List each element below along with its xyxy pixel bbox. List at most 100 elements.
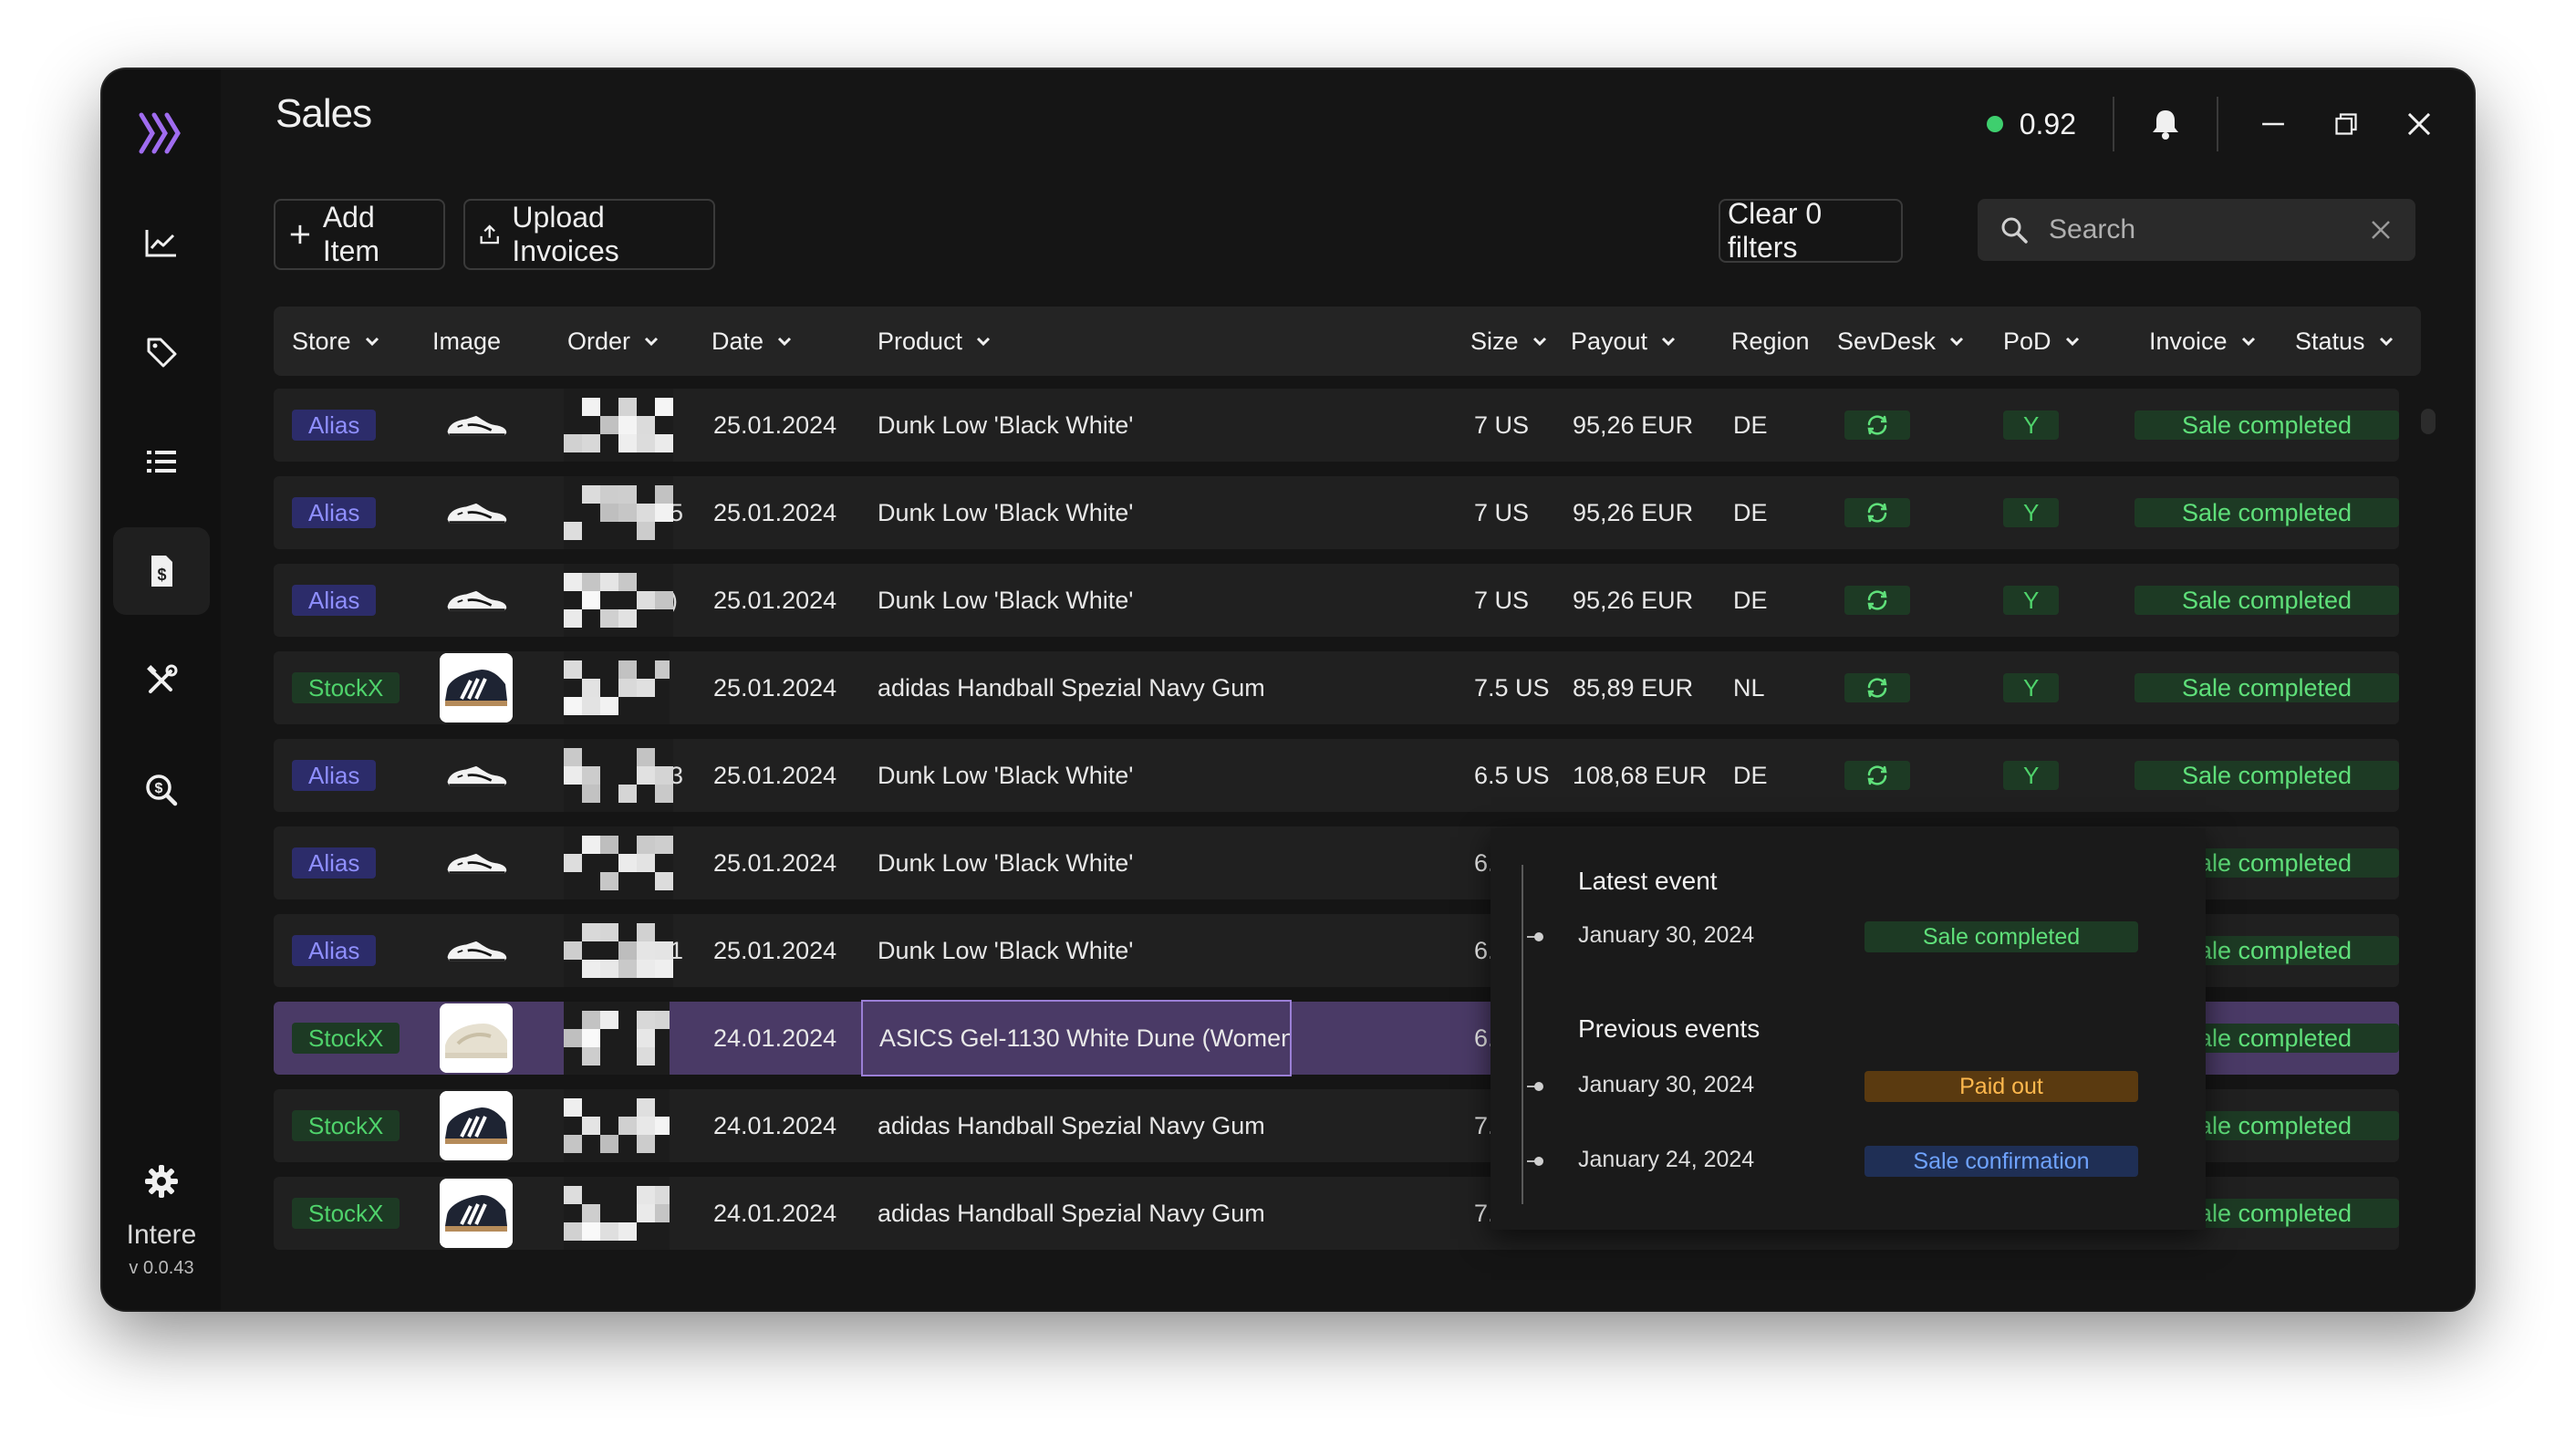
status-badge: Sale completed xyxy=(2135,761,2399,790)
column-header-status[interactable]: Status xyxy=(2295,307,2394,376)
sale-date: 25.01.2024 xyxy=(713,936,837,964)
product-name: Dunk Low 'Black White' xyxy=(878,761,1134,789)
column-header-size[interactable]: Size xyxy=(1470,307,1548,376)
close-button[interactable] xyxy=(2401,106,2437,142)
sidebar-item-tags[interactable] xyxy=(113,308,210,396)
column-header-product[interactable]: Product xyxy=(878,307,992,376)
tag-icon xyxy=(147,338,177,368)
restore-icon xyxy=(2335,113,2357,135)
chevron-down-icon xyxy=(1532,337,1546,347)
adidas-shoe-icon xyxy=(440,653,513,722)
tools-icon xyxy=(147,664,178,693)
search-input[interactable] xyxy=(2049,214,2341,245)
dunk-shoe-icon xyxy=(447,941,507,962)
app-logo[interactable] xyxy=(129,100,194,166)
order-id-redacted xyxy=(564,476,673,549)
chevron-down-icon xyxy=(2379,337,2393,347)
bell-icon[interactable] xyxy=(2147,106,2184,142)
table-row[interactable]: StockX 25.01.2024 adidas Handball Spezial … xyxy=(274,651,2399,724)
size: 7 US xyxy=(1474,498,1530,526)
order-id-redacted xyxy=(564,651,670,724)
order-id-redacted xyxy=(564,826,673,899)
clear-filters-button[interactable]: Clear 0 filters xyxy=(1719,197,1903,264)
add-item-button[interactable]: Add Item xyxy=(274,199,445,270)
product-image xyxy=(440,390,513,460)
sale-date: 25.01.2024 xyxy=(713,848,837,877)
gear-icon[interactable] xyxy=(143,1163,180,1200)
product-name: Dunk Low 'Black White' xyxy=(878,936,1134,964)
column-label: Store xyxy=(292,327,351,355)
sevdesk-sync-button[interactable] xyxy=(1844,411,1910,440)
connection-status-dot xyxy=(1986,116,2003,132)
divider xyxy=(2217,97,2218,151)
pod-badge: Y xyxy=(2003,761,2060,790)
minimize-button[interactable] xyxy=(2255,106,2291,142)
table-header: Store Image Order Date Product Size Payout Regi… xyxy=(274,307,2421,376)
order-id-redacted xyxy=(564,389,673,462)
column-label: Payout xyxy=(1571,327,1648,355)
toolbar: Add Item Upload Invoices Clear 0 filters xyxy=(274,197,2415,270)
column-label: Product xyxy=(878,327,963,355)
chevron-down-icon xyxy=(977,337,991,347)
sync-icon xyxy=(1867,503,1887,523)
latest-event-date: January 30, 2024 xyxy=(1578,922,1755,948)
column-header-date[interactable]: Date xyxy=(712,307,793,376)
column-label: PoD xyxy=(2003,327,2051,355)
column-header-pod[interactable]: PoD xyxy=(2003,307,2081,376)
sidebar: $ $ xyxy=(102,69,221,1310)
restore-button[interactable] xyxy=(2328,106,2364,142)
column-header-region: Region xyxy=(1731,307,1810,376)
pod-badge: Y xyxy=(2003,411,2060,440)
sidebar-item-tools[interactable] xyxy=(113,637,210,724)
sevdesk-sync-button[interactable] xyxy=(1844,673,1910,702)
sidebar-item-price-search[interactable]: $ xyxy=(113,746,210,834)
dunk-shoe-icon xyxy=(447,503,507,524)
sale-date: 25.01.2024 xyxy=(713,761,837,789)
order-id-redacted xyxy=(564,1089,670,1162)
sidebar-item-analytics[interactable] xyxy=(113,199,210,286)
product-name: adidas Handball Spezial Navy Gum xyxy=(878,673,1265,702)
event-history-popup: Latest event January 30, 2024 Sale compl… xyxy=(1491,828,2206,1230)
product-image xyxy=(440,566,513,635)
app-window: $ $ xyxy=(102,69,2474,1310)
payout: 95,26 EUR xyxy=(1573,411,1694,439)
column-label: Size xyxy=(1470,327,1519,355)
product-name: Dunk Low 'Black White' xyxy=(878,498,1134,526)
sync-icon xyxy=(1867,765,1887,785)
region: NL xyxy=(1733,673,1765,702)
column-header-invoice[interactable]: Invoice xyxy=(2149,307,2257,376)
logo-icon xyxy=(139,112,181,154)
timeline-dot xyxy=(1527,1082,1543,1091)
product-name-cell[interactable]: ASICS Gel-1130 White Dune (Women's xyxy=(861,1000,1292,1076)
scrollbar[interactable] xyxy=(2421,409,2436,434)
product-image xyxy=(440,1179,513,1248)
previous-event-date: January 24, 2024 xyxy=(1578,1147,1755,1172)
previous-event-badge: Paid out xyxy=(1864,1071,2138,1102)
store-badge: StockX xyxy=(292,1110,400,1141)
sevdesk-sync-button[interactable] xyxy=(1844,586,1910,615)
upload-invoices-button[interactable]: Upload Invoices xyxy=(463,199,715,270)
clear-search-icon[interactable] xyxy=(2368,217,2394,243)
column-header-sevdesk[interactable]: SevDesk xyxy=(1837,307,1965,376)
region: DE xyxy=(1733,411,1768,439)
clear-filters-label: Clear 0 filters xyxy=(1728,197,1823,264)
table-row[interactable]: Alias 5 25.01.2024 Dunk Low 'Black White' 7 … xyxy=(274,476,2399,549)
sevdesk-sync-button[interactable] xyxy=(1844,761,1910,790)
column-header-order[interactable]: Order xyxy=(567,307,660,376)
sidebar-item-list[interactable] xyxy=(113,418,210,505)
table-row[interactable]: Alias) 25.01.2024 Dunk Low 'Black White' 7 … xyxy=(274,564,2399,637)
column-header-store[interactable]: Store xyxy=(292,307,380,376)
sidebar-item-sales[interactable]: $ xyxy=(113,527,210,615)
column-header-payout[interactable]: Payout xyxy=(1571,307,1677,376)
sale-date: 25.01.2024 xyxy=(713,586,837,614)
column-label: Order xyxy=(567,327,631,355)
product-image xyxy=(440,1003,513,1073)
adidas-shoe-icon xyxy=(440,1179,513,1248)
product-name: ASICS Gel-1130 White Dune (Women's xyxy=(879,1024,1292,1052)
connection-status-value: 0.92 xyxy=(2019,107,2076,140)
table-row[interactable]: Alias 3 25.01.2024 Dunk Low 'Black White' 6.… xyxy=(274,739,2399,812)
order-id-redacted xyxy=(564,1002,670,1075)
column-label: Region xyxy=(1731,327,1810,355)
sevdesk-sync-button[interactable] xyxy=(1844,498,1910,527)
